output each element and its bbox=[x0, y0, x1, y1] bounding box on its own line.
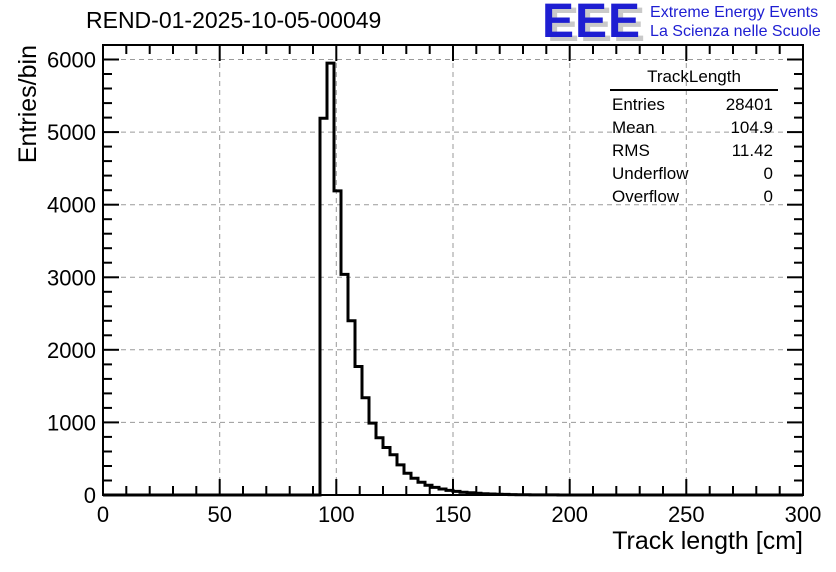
y-axis-title: Entries/bin bbox=[14, 45, 42, 163]
stats-box: TrackLength Entries 28401 Mean 104.9 RMS 11.4… bbox=[610, 66, 778, 208]
eee-logo-acronym: EEE bbox=[542, 0, 642, 48]
stats-row-value: 28401 bbox=[725, 95, 773, 114]
eee-logo: EEE Extreme Energy Events La Scienza nel… bbox=[542, 0, 821, 48]
eee-logo-tagline-line2: La Scienza nelle Scuole bbox=[650, 23, 821, 40]
stats-row-value: 0 bbox=[763, 164, 773, 183]
stats-row-label: Mean bbox=[612, 118, 655, 137]
stats-row-label: RMS bbox=[612, 141, 650, 160]
y-tick-label: 3000 bbox=[47, 265, 96, 290]
x-tick-label: 100 bbox=[318, 502, 355, 527]
y-tick-label: 4000 bbox=[47, 193, 96, 218]
y-tick-label: 2000 bbox=[47, 338, 96, 363]
x-tick-label: 250 bbox=[668, 502, 705, 527]
stats-row-label: Underflow bbox=[612, 164, 689, 183]
x-tick-label: 200 bbox=[551, 502, 588, 527]
x-tick-label: 150 bbox=[435, 502, 472, 527]
grid-lines bbox=[103, 45, 803, 495]
stats-row: Entries 28401 bbox=[610, 93, 778, 116]
plot-title: REND-01-2025-10-05-00049 bbox=[86, 7, 382, 33]
x-tick-label: 50 bbox=[207, 502, 231, 527]
stats-row-value: 11.42 bbox=[731, 141, 773, 160]
x-axis-title: Track length [cm] bbox=[612, 527, 803, 555]
x-tick-label: 300 bbox=[785, 502, 822, 527]
stats-row: Overflow 0 bbox=[610, 185, 778, 208]
stats-row-label: Entries bbox=[612, 95, 665, 114]
stats-row-value: 104.9 bbox=[730, 118, 773, 137]
stats-row: RMS 11.42 bbox=[610, 139, 778, 162]
eee-logo-tagline-line1: Extreme Energy Events bbox=[650, 4, 819, 21]
tick-labels: 0 50 100 150 200 250 3000100020003000400050006… bbox=[47, 48, 821, 528]
stats-box-title: TrackLength bbox=[610, 66, 778, 91]
stats-row-label: Overflow bbox=[612, 187, 680, 206]
y-tick-label: 1000 bbox=[47, 410, 96, 435]
y-tick-label: 5000 bbox=[47, 120, 96, 145]
stats-row: Underflow 0 bbox=[610, 162, 778, 185]
stats-box-rows: Entries 28401 Mean 104.9 RMS 11.42 Underflow 0 O… bbox=[610, 93, 778, 208]
y-tick-label: 0 bbox=[84, 483, 96, 508]
y-tick-label: 6000 bbox=[47, 48, 96, 73]
x-tick-label: 0 bbox=[97, 502, 109, 527]
stats-row-value: 0 bbox=[763, 187, 773, 206]
eee-logo-tagline: Extreme Energy Events La Scienza nelle S… bbox=[650, 3, 821, 41]
histogram-step-line bbox=[103, 61, 803, 497]
stats-row: Mean 104.9 bbox=[610, 116, 778, 139]
